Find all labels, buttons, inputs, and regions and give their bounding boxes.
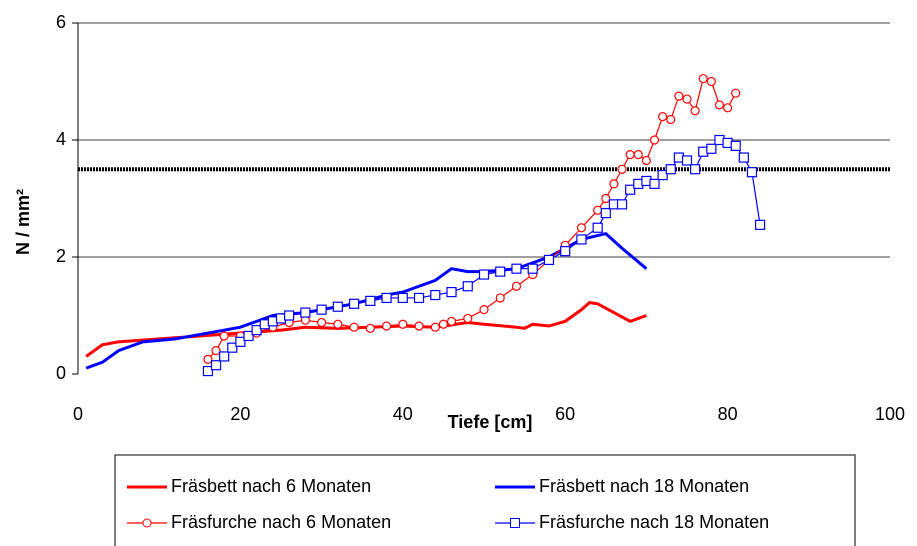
- x-tick-label: 20: [230, 404, 250, 424]
- point-marker: [576, 223, 587, 233]
- point-marker: [576, 234, 587, 245]
- y-tick-label: 4: [56, 129, 66, 149]
- point-marker: [754, 219, 766, 230]
- point-marker: [600, 208, 611, 219]
- point-marker: [446, 287, 457, 298]
- point-marker: [609, 179, 619, 189]
- point-marker: [657, 170, 668, 181]
- point-marker: [202, 365, 214, 377]
- point-marker: [381, 292, 392, 304]
- point-marker: [219, 351, 230, 362]
- point-marker: [665, 164, 676, 175]
- x-tick-label: 0: [73, 404, 83, 424]
- point-marker: [203, 354, 213, 364]
- series-line: [207, 139, 761, 372]
- point-marker: [698, 73, 708, 84]
- point-marker: [365, 295, 376, 306]
- point-marker: [731, 88, 741, 98]
- legend-marker: [142, 518, 152, 528]
- point-marker: [332, 301, 343, 312]
- point-marker: [730, 140, 741, 151]
- point-marker: [738, 152, 749, 163]
- point-marker: [243, 330, 254, 342]
- x-tick-label: 100: [875, 404, 905, 424]
- point-marker: [495, 266, 506, 277]
- point-marker: [592, 222, 603, 233]
- point-marker: [601, 193, 611, 204]
- point-marker: [333, 319, 343, 329]
- point-marker: [414, 321, 424, 331]
- point-marker: [381, 321, 392, 331]
- y-tick-label: 2: [56, 246, 66, 266]
- x-axis-label: Tiefe [cm]: [448, 412, 533, 432]
- point-marker: [722, 103, 733, 113]
- point-marker: [511, 281, 522, 291]
- point-marker: [706, 143, 717, 154]
- point-marker: [413, 292, 425, 304]
- point-marker: [478, 269, 490, 280]
- point-marker: [543, 254, 555, 266]
- point-marker: [682, 94, 692, 104]
- point-marker: [560, 246, 571, 257]
- point-marker: [349, 322, 359, 332]
- point-marker: [430, 322, 440, 332]
- legend-label: Fräsbett nach 6 Monaten: [171, 476, 371, 496]
- point-marker: [593, 205, 603, 215]
- point-marker: [649, 178, 660, 189]
- point-marker: [495, 293, 505, 303]
- point-marker: [690, 106, 700, 116]
- point-marker: [617, 164, 627, 174]
- point-marker: [706, 76, 716, 87]
- legend-marker: [510, 518, 520, 528]
- point-marker: [681, 155, 693, 166]
- point-marker: [284, 310, 295, 321]
- point-marker: [527, 263, 538, 274]
- point-marker: [251, 325, 262, 336]
- point-marker: [430, 289, 441, 301]
- legend-label: Fräsfurche nach 18 Monaten: [539, 512, 769, 532]
- point-marker: [714, 100, 725, 110]
- point-marker: [463, 313, 473, 324]
- point-marker: [210, 360, 222, 371]
- point-marker: [633, 150, 643, 160]
- point-marker: [446, 316, 457, 326]
- point-marker: [479, 305, 489, 315]
- point-marker: [616, 199, 628, 210]
- point-marker: [674, 91, 684, 101]
- point-marker: [211, 346, 221, 356]
- point-marker: [397, 292, 408, 304]
- point-marker: [398, 319, 408, 329]
- x-tick-label: 80: [718, 404, 738, 424]
- point-marker: [348, 298, 360, 309]
- point-marker: [317, 317, 327, 328]
- point-marker: [365, 323, 375, 333]
- point-marker: [219, 331, 229, 341]
- y-tick-label: 0: [56, 363, 66, 383]
- point-marker: [625, 150, 635, 160]
- x-tick-label: 60: [555, 404, 575, 424]
- point-marker: [511, 263, 522, 274]
- point-marker: [235, 336, 246, 347]
- point-marker: [316, 304, 327, 315]
- point-marker: [746, 167, 758, 178]
- point-marker: [625, 184, 636, 195]
- point-marker: [462, 281, 473, 292]
- legend-box: [114, 454, 856, 546]
- point-marker: [641, 155, 652, 166]
- x-tick-label: 40: [393, 404, 413, 424]
- y-tick-label: 6: [56, 12, 66, 32]
- point-marker: [666, 114, 676, 125]
- y-axis-label: N / mm²: [13, 189, 33, 255]
- point-marker: [658, 111, 668, 122]
- point-marker: [227, 342, 238, 353]
- legend-label: Fräsbett nach 18 Monaten: [539, 476, 749, 496]
- point-marker: [438, 319, 448, 329]
- point-marker: [690, 164, 701, 175]
- legend-label: Fräsfurche nach 6 Monaten: [171, 512, 391, 532]
- point-marker: [649, 135, 660, 145]
- point-marker: [300, 307, 311, 318]
